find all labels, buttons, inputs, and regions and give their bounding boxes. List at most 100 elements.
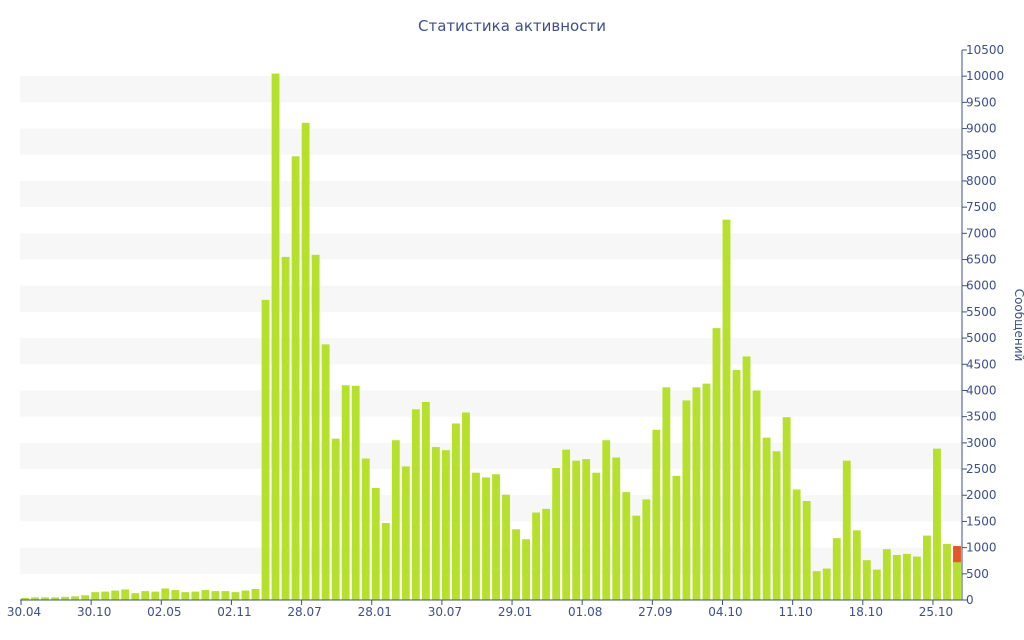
bar[interactable] [592,472,601,600]
bar[interactable] [51,597,59,600]
bar[interactable] [692,387,701,600]
bar[interactable] [862,560,871,600]
bar[interactable] [311,254,320,600]
bar[interactable] [482,477,490,600]
bar[interactable] [562,449,571,600]
bar[interactable] [892,554,901,600]
bar[interactable] [371,487,380,600]
bar[interactable] [842,460,851,600]
bar[interactable] [882,549,891,600]
bar[interactable] [171,590,180,600]
bar[interactable] [281,256,290,600]
y-tick-label: 1000 [966,541,997,555]
y-tick-label: 3500 [966,410,997,424]
bar[interactable] [782,417,791,600]
bar[interactable] [251,589,260,600]
bar[interactable] [81,595,90,600]
bar[interactable] [913,556,921,600]
bar[interactable] [732,370,741,600]
bar[interactable] [221,591,230,600]
bar[interactable] [91,592,100,600]
bar[interactable] [41,597,49,600]
bar[interactable] [552,468,561,600]
bar[interactable] [331,438,340,600]
bar[interactable] [902,553,911,600]
bar[interactable] [442,450,450,600]
bar[interactable] [472,472,480,600]
bar[interactable] [602,440,611,600]
bar[interactable] [151,591,160,600]
bar-highlight[interactable] [953,546,961,563]
bar[interactable] [522,539,530,600]
bar[interactable] [612,457,621,600]
bar[interactable] [291,156,300,600]
y-tick-label: 7000 [966,226,997,240]
bar[interactable] [31,597,39,600]
bar[interactable] [231,592,240,600]
bar[interactable] [943,543,951,600]
grid-band [20,442,962,470]
bars-group [21,73,961,600]
bar[interactable] [462,412,470,600]
bar[interactable] [191,591,200,600]
bar[interactable] [622,492,631,600]
bar[interactable] [401,466,410,600]
bar[interactable] [752,390,761,600]
bar[interactable] [421,402,430,600]
bar[interactable] [341,385,350,600]
bar[interactable] [351,385,360,600]
bar[interactable] [812,571,821,600]
bar[interactable] [21,597,29,600]
bar[interactable] [582,459,591,600]
bar[interactable] [923,535,931,600]
bar[interactable] [742,356,751,600]
bar[interactable] [802,501,811,600]
bar[interactable] [131,593,140,600]
bar[interactable] [201,590,210,600]
bar[interactable] [301,122,310,600]
bar[interactable] [61,596,70,600]
bar[interactable] [792,489,801,600]
bar[interactable] [101,591,110,600]
bar[interactable] [702,383,711,600]
bar[interactable] [933,448,941,600]
bar[interactable] [411,409,420,600]
bar[interactable] [822,568,831,600]
bar[interactable] [321,344,330,600]
bar[interactable] [381,523,390,600]
bar[interactable] [672,475,681,600]
bar[interactable] [652,429,661,600]
bar[interactable] [662,387,671,600]
bar[interactable] [141,591,150,600]
bar[interactable] [712,328,721,600]
bar[interactable] [271,73,280,600]
bar[interactable] [111,590,120,600]
bar[interactable] [161,588,170,600]
bar[interactable] [211,591,220,600]
bar[interactable] [722,219,731,600]
bar[interactable] [492,474,500,600]
bar[interactable] [261,299,270,600]
bar[interactable] [431,447,440,600]
bar[interactable] [241,590,250,600]
bar[interactable] [121,589,130,600]
bar[interactable] [872,569,881,600]
bar[interactable] [532,512,541,600]
bar[interactable] [361,458,370,600]
bar[interactable] [682,400,691,600]
bar[interactable] [832,538,841,600]
bar[interactable] [71,596,80,600]
bar[interactable] [852,530,861,600]
bar[interactable] [452,423,460,600]
bar[interactable] [762,437,771,600]
bar[interactable] [181,592,190,600]
bar[interactable] [642,499,651,600]
bar[interactable] [502,494,510,600]
bar[interactable] [772,451,781,600]
bar[interactable] [572,460,581,600]
bar[interactable] [632,515,641,600]
bar[interactable] [953,546,961,600]
bar[interactable] [512,529,520,600]
bar[interactable] [391,440,400,600]
bar[interactable] [542,508,551,600]
